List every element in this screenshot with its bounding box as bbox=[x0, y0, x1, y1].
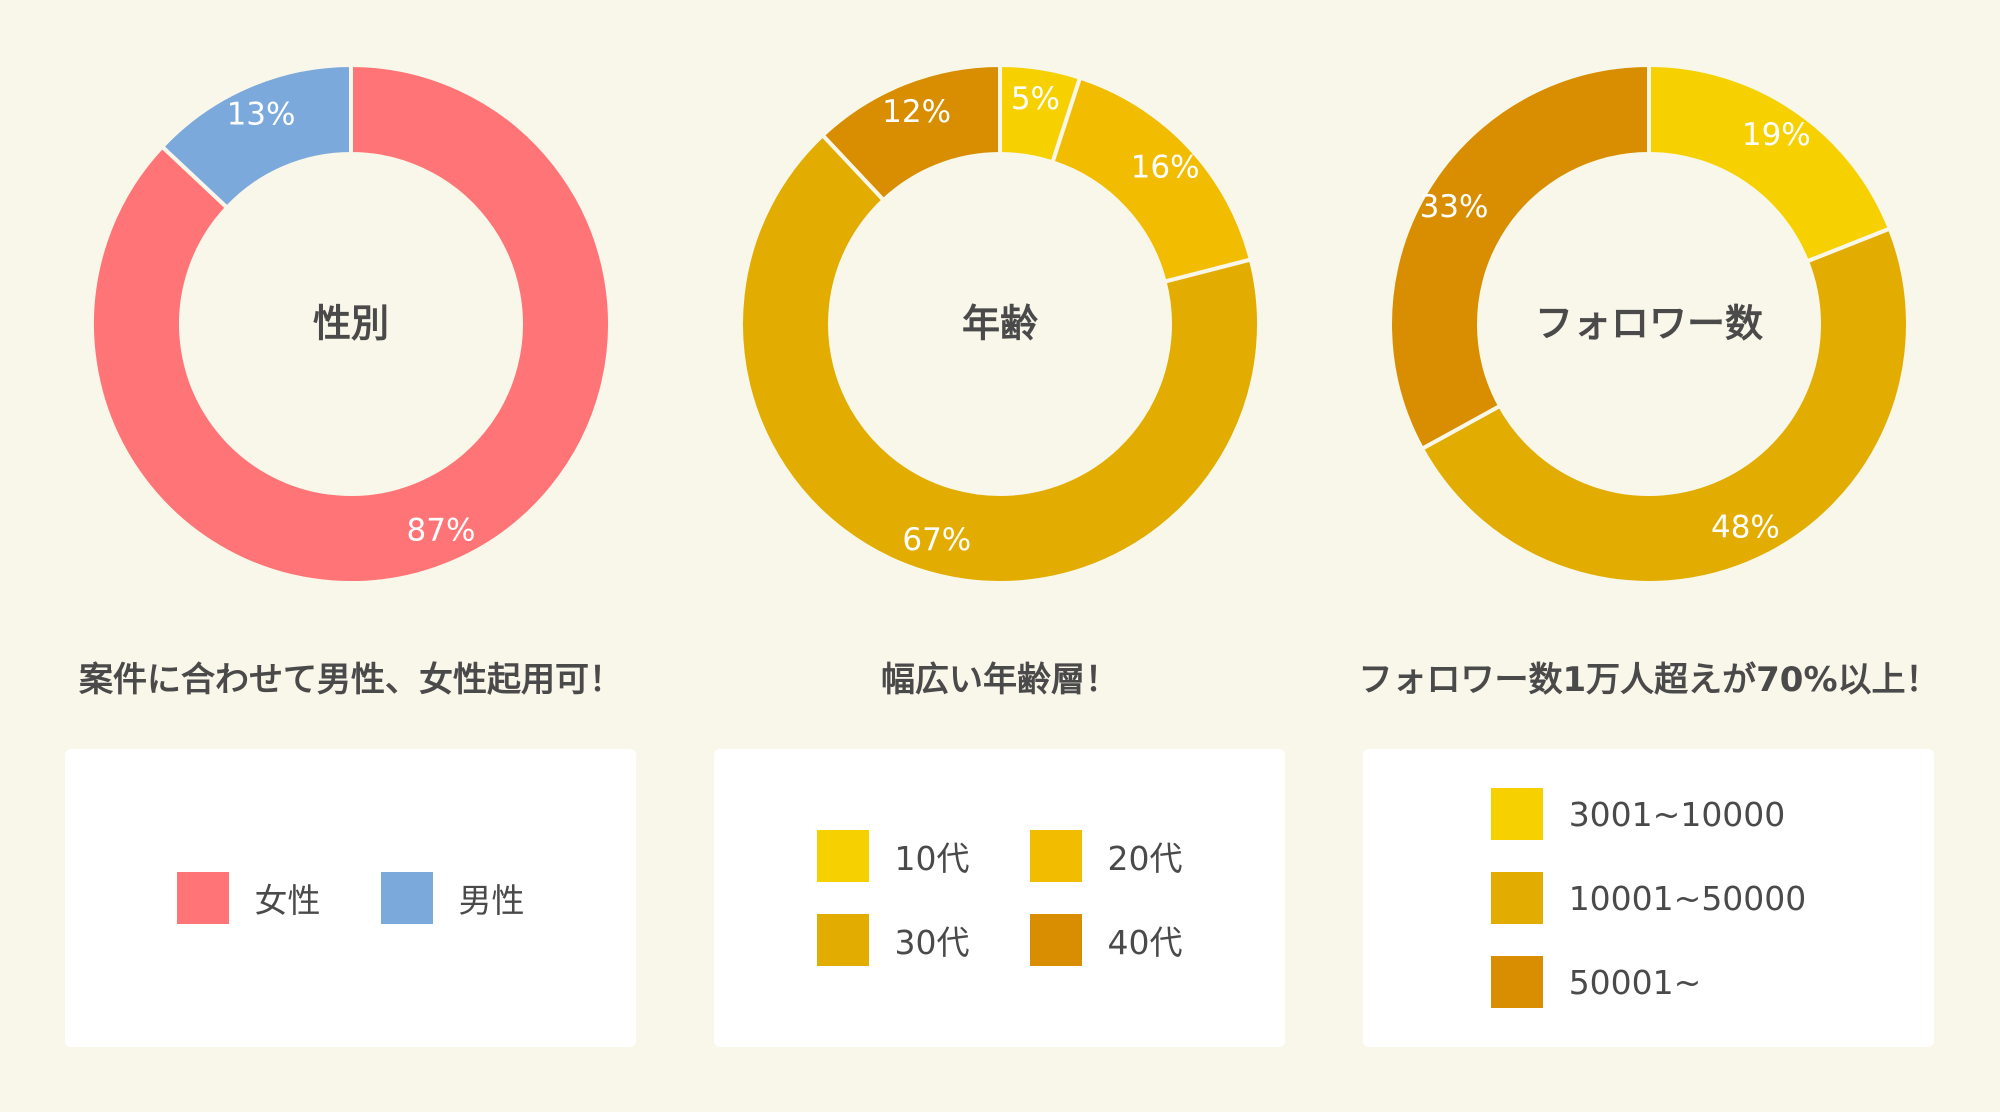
legend-label: 女性 bbox=[254, 881, 321, 920]
legend-label: 3001~10000 bbox=[1568, 794, 1786, 834]
center-title: フォロワー数 bbox=[1535, 302, 1763, 346]
legend-items: 女性 男性 bbox=[176, 872, 525, 924]
legend-item: 女性 bbox=[176, 872, 321, 924]
legend-item: 男性 bbox=[380, 872, 525, 924]
legend-swatch bbox=[1490, 956, 1543, 1008]
slice-label: 5% bbox=[1011, 81, 1060, 117]
legend: 10代 20代 30代 40代 bbox=[714, 749, 1285, 1047]
slice-label: 12% bbox=[882, 94, 951, 130]
legend-item: 20代 bbox=[1029, 830, 1183, 882]
legend-label: 10001~50000 bbox=[1568, 878, 1807, 918]
legend-label: 10代 bbox=[894, 839, 970, 878]
donut-slice bbox=[739, 132, 1261, 585]
legend-label: 40代 bbox=[1107, 923, 1183, 962]
legend-swatch bbox=[1490, 872, 1543, 924]
donut-slice bbox=[819, 62, 1002, 203]
donut-slice bbox=[1419, 226, 1910, 585]
legend-swatch bbox=[1029, 914, 1082, 966]
legend-item: 40代 bbox=[1029, 914, 1183, 966]
legend: 3001~10000 10001~50000 50001~ bbox=[1363, 749, 1934, 1047]
legend-item: 3001~10000 bbox=[1490, 788, 1807, 840]
donut-slice bbox=[159, 62, 353, 211]
legend: 女性 男性 bbox=[65, 749, 636, 1047]
legend-swatch bbox=[1490, 788, 1543, 840]
legend-label: 50001~ bbox=[1568, 962, 1702, 1002]
slice-label: 48% bbox=[1711, 509, 1780, 545]
legend-swatch bbox=[380, 872, 433, 924]
slice-label: 87% bbox=[407, 512, 476, 548]
slice-label: 13% bbox=[227, 97, 296, 133]
caption: フォロワー数1万人超えが70%以上！ bbox=[1358, 660, 1940, 700]
donut-slice bbox=[1388, 62, 1651, 452]
caption: 案件に合わせて男性、女性起用可！ bbox=[79, 660, 623, 700]
legend-item: 50001~ bbox=[1490, 956, 1807, 1008]
legend-item: 10代 bbox=[816, 830, 970, 882]
donut-slice bbox=[1647, 62, 1893, 265]
legend-item: 30代 bbox=[816, 914, 970, 966]
legend-item: 10001~50000 bbox=[1490, 872, 1807, 924]
legend-swatch bbox=[816, 914, 869, 966]
legend-items: 10代 20代 30代 40代 bbox=[816, 830, 1183, 966]
center-title: 年齢 bbox=[962, 302, 1038, 346]
legend-items: 3001~10000 10001~50000 50001~ bbox=[1490, 788, 1807, 1008]
slice-label: 67% bbox=[902, 522, 971, 558]
slice-label: 33% bbox=[1420, 189, 1489, 225]
legend-label: 30代 bbox=[894, 923, 970, 962]
legend-swatch bbox=[816, 830, 869, 882]
donut-slice bbox=[90, 62, 612, 585]
legend-label: 男性 bbox=[458, 881, 525, 920]
legend-swatch bbox=[1029, 830, 1082, 882]
legend-swatch bbox=[176, 872, 229, 924]
caption: 幅広い年齢層！ bbox=[881, 660, 1119, 700]
center-title: 性別 bbox=[313, 302, 389, 346]
slice-label: 16% bbox=[1131, 149, 1200, 185]
legend-label: 20代 bbox=[1107, 839, 1183, 878]
slice-label: 19% bbox=[1742, 117, 1811, 153]
